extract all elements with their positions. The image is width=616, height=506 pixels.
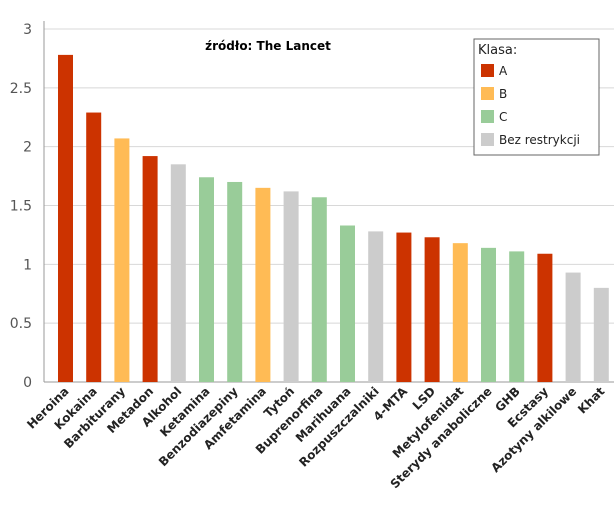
y-tick-label: 0 xyxy=(23,375,32,391)
bar[interactable] xyxy=(311,197,327,382)
legend-title: Klasa: xyxy=(478,43,517,58)
category-label: Khat xyxy=(575,384,607,416)
bar[interactable] xyxy=(255,187,271,382)
bar[interactable] xyxy=(593,287,609,382)
y-axis: 0 0.5 1 1.5 2 2.5 3 xyxy=(10,21,614,391)
legend-swatch xyxy=(481,87,494,100)
bar[interactable] xyxy=(452,243,468,382)
bar[interactable] xyxy=(227,181,243,382)
chart-title: źródło: The Lancet xyxy=(205,39,331,53)
bar[interactable] xyxy=(565,272,581,382)
bar[interactable] xyxy=(114,138,130,382)
bar[interactable] xyxy=(368,231,384,382)
bar[interactable] xyxy=(396,232,412,382)
bar[interactable] xyxy=(86,112,102,382)
legend-box xyxy=(473,38,600,156)
bar[interactable] xyxy=(537,253,553,382)
bar[interactable] xyxy=(424,237,440,382)
legend: Klasa: ABC Bez restrykcji xyxy=(473,38,600,156)
y-tick-label: 1 xyxy=(23,257,32,273)
bars xyxy=(58,54,609,383)
legend-swatch xyxy=(481,133,494,146)
bar[interactable] xyxy=(58,54,73,383)
bar[interactable] xyxy=(509,251,525,382)
y-tick-label: 2.5 xyxy=(10,81,32,97)
y-tick-label: 2 xyxy=(23,140,32,156)
bar[interactable] xyxy=(142,156,158,382)
legend-swatch xyxy=(481,64,494,77)
y-tick-label: 3 xyxy=(23,22,32,38)
y-tick-label: 1.5 xyxy=(10,199,32,215)
bar[interactable] xyxy=(170,164,186,382)
bar[interactable] xyxy=(283,191,299,382)
bar[interactable] xyxy=(481,247,496,382)
legend-swatch xyxy=(481,110,494,123)
legend-label: Bez restrykcji xyxy=(499,133,580,147)
legend-label: B xyxy=(499,87,507,101)
y-tick-label: 0.5 xyxy=(10,316,32,332)
bar[interactable] xyxy=(199,177,214,382)
legend-label: C xyxy=(499,110,507,124)
legend-label: A xyxy=(499,64,508,78)
bar[interactable] xyxy=(340,225,355,382)
x-axis: HeroinaKokainaBarbituranyMetadonAlkoholK… xyxy=(24,384,607,492)
